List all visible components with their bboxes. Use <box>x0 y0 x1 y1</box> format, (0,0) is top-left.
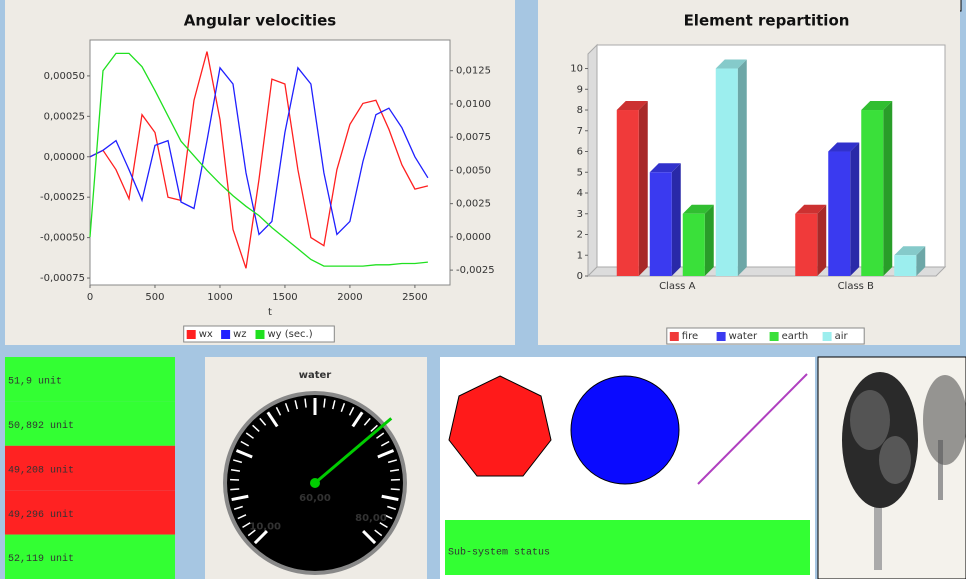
y-tick-label: 0,00050 <box>44 71 85 82</box>
legend-label: wz <box>233 329 246 340</box>
legend-label: fire <box>682 331 698 342</box>
legend-label: air <box>835 331 849 342</box>
y-tick-label: 4 <box>577 188 583 199</box>
bar-side <box>850 143 859 276</box>
y-tick-label: 2 <box>577 230 583 241</box>
status-row-text: 50,892 unit <box>8 420 74 432</box>
legend-swatch <box>670 332 679 341</box>
gauge-value-label: 60,00 <box>299 493 331 504</box>
x-tick-label: 2000 <box>337 292 362 303</box>
gauge-dial-tick <box>324 399 325 408</box>
bar-side <box>705 205 714 276</box>
dashboard: Angular velocities0,000500,000250,00000-… <box>0 0 966 579</box>
x-tick-label: 2500 <box>402 292 427 303</box>
plot-left-wall <box>588 45 597 276</box>
y-tick-label: 1 <box>577 250 583 261</box>
gauge-tick-label: 10,00 <box>249 521 281 532</box>
x-axis-label: t <box>268 307 272 318</box>
y-tick-label: 7 <box>577 126 583 137</box>
y-tick-label: 5 <box>577 167 583 178</box>
bar-side <box>639 101 648 276</box>
y-tick-label: -0,00050 <box>40 233 85 244</box>
bar-side <box>738 60 747 276</box>
bar <box>650 172 672 276</box>
x-tick-label: 500 <box>145 292 164 303</box>
bar <box>828 152 850 276</box>
gauge-dial-tick <box>305 399 306 408</box>
y-tick-label: 0,00000 <box>44 152 85 163</box>
y-tick-label: 0 <box>577 271 583 282</box>
plot-area <box>90 40 450 285</box>
y-tick-label: 0,00025 <box>44 111 85 122</box>
status-row-text: 52,119 unit <box>8 553 74 565</box>
x-tick-label: 1000 <box>207 292 232 303</box>
x-tick-label: 1500 <box>272 292 297 303</box>
legend-swatch <box>221 330 230 339</box>
y-tick-label: 3 <box>577 209 583 220</box>
y-tick-label: 6 <box>577 147 583 158</box>
x-tick-label: Class B <box>838 281 874 292</box>
legend-swatch <box>256 330 265 339</box>
legend-label: wy (sec.) <box>268 329 313 340</box>
y-tick-label: 8 <box>577 105 583 116</box>
bar-side <box>883 101 892 276</box>
y2-tick-label: 0,0100 <box>456 99 491 110</box>
bar <box>683 214 705 276</box>
y2-tick-label: 0,0075 <box>456 132 491 143</box>
circle <box>571 376 679 484</box>
y2-tick-label: -0,0025 <box>456 265 495 276</box>
y-tick-label: -0,00025 <box>40 192 85 203</box>
gauge-title: water <box>299 370 332 381</box>
legend-swatch <box>823 332 832 341</box>
bar <box>861 110 883 276</box>
legend-label: wx <box>199 329 213 340</box>
legend-swatch <box>770 332 779 341</box>
y2-tick-label: 0,0125 <box>456 66 491 77</box>
y-tick-label: 9 <box>577 84 583 95</box>
bar <box>795 214 817 276</box>
x-tick-label: Class A <box>659 281 695 292</box>
y2-tick-label: 0,0050 <box>456 165 491 176</box>
bar <box>894 255 916 276</box>
bar <box>716 69 738 276</box>
status-row-text: 49,208 unit <box>8 464 74 476</box>
legend-label: water <box>729 331 758 342</box>
y-tick-label: 10 <box>570 64 583 75</box>
legend-label: earth <box>782 331 809 342</box>
x-tick-label: 0 <box>87 292 93 303</box>
gauge-hub <box>310 478 320 488</box>
bar <box>617 110 639 276</box>
legend-swatch <box>717 332 726 341</box>
status-row-text: 51,9 unit <box>8 376 62 388</box>
chart-title: Angular velocities <box>184 12 337 30</box>
gauge-dial-tick <box>391 489 400 490</box>
gauge-tick-label: 80,00 <box>355 513 387 524</box>
bar-side <box>672 163 681 276</box>
bar-side <box>817 205 826 276</box>
gauge-dial-tick <box>230 489 239 490</box>
y2-tick-label: 0,0025 <box>456 199 491 210</box>
y2-tick-label: 0,0000 <box>456 232 491 243</box>
page: {"chart_data": [ {"type": "line", "title… <box>0 0 966 579</box>
plot-back-wall <box>597 45 945 267</box>
status-text: Sub-system status <box>448 547 550 559</box>
y-tick-label: -0,00075 <box>40 273 85 284</box>
chart-title: Element repartition <box>684 12 850 30</box>
status-row-text: 49,296 unit <box>8 509 74 521</box>
legend-swatch <box>187 330 196 339</box>
